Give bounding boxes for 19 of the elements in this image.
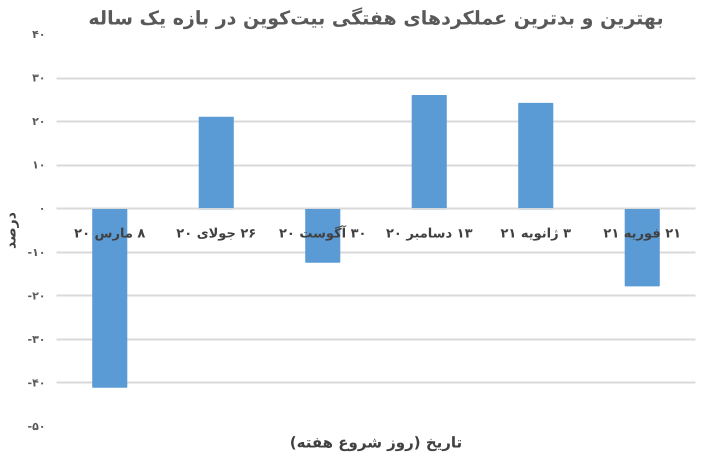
y-tick-label: ۳۰	[32, 72, 46, 85]
bar	[412, 94, 447, 210]
y-tick-label: -۲۰	[28, 289, 46, 302]
y-tick-label: -۱۰	[28, 246, 46, 259]
y-axis-title: درصد	[4, 212, 20, 249]
y-tick-label: -۴۰	[28, 376, 46, 390]
x-tick-label: ۲۶ جولای ۲۰	[176, 226, 256, 242]
y-tick-label: -۵۰	[28, 420, 46, 433]
y-tick-label: ۱۰	[32, 158, 46, 172]
bar	[198, 116, 234, 210]
bar	[518, 102, 554, 210]
y-tick-label: -۳۰	[28, 332, 46, 346]
chart-title: بهترین و بدترین عملکردهای هفتگی بیت‌کوین در بازه یک ساله	[88, 6, 664, 30]
x-tick-label: ۳ ژانویه ۲۱	[500, 226, 572, 242]
y-tick-label: ۴۰	[32, 28, 46, 41]
y-tick-label: ۲۰	[32, 115, 46, 128]
x-tick-label: ۱۳ دسامبر ۲۰	[386, 226, 473, 242]
x-axis-title: تاریخ (روز شروع هفته)	[290, 434, 462, 452]
y-tick-label: ۰	[38, 202, 46, 216]
